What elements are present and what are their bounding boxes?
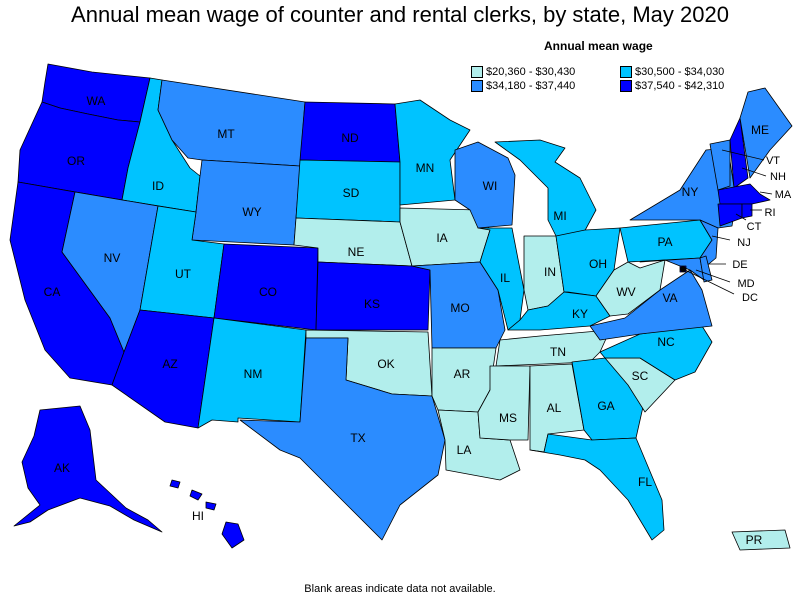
legend-label-4: $37,540 - $42,310 xyxy=(635,80,725,92)
state-ME xyxy=(739,87,793,179)
leader-NJ xyxy=(711,235,731,241)
state-DE xyxy=(699,255,713,283)
state-TX xyxy=(239,337,446,541)
legend-item-4: $37,540 - $42,310 xyxy=(620,80,724,92)
label-VT: VT xyxy=(766,155,780,167)
legend-item-2: $30,500 - $34,030 xyxy=(620,66,724,78)
label-OH: OH xyxy=(589,257,607,271)
label-MS: MS xyxy=(499,411,517,425)
state-WI xyxy=(454,141,516,229)
label-WA: WA xyxy=(87,94,106,108)
state-NH xyxy=(729,117,749,189)
label-MA: MA xyxy=(775,189,792,201)
legend-swatch-3 xyxy=(471,80,483,92)
label-CA: CA xyxy=(44,285,61,299)
label-FL: FL xyxy=(638,475,652,489)
leader-MD xyxy=(695,269,731,283)
label-IN: IN xyxy=(544,265,556,279)
label-HI: HI xyxy=(192,509,204,523)
legend-item-3: $34,180 - $37,440 xyxy=(471,80,575,92)
label-MT: MT xyxy=(217,127,235,141)
state-NM xyxy=(197,317,307,429)
legend-label-1: $20,360 - $30,430 xyxy=(486,66,576,78)
label-AL: AL xyxy=(547,401,562,415)
state-MD xyxy=(639,257,705,281)
label-NH: NH xyxy=(770,171,786,183)
leader-NH xyxy=(741,167,767,177)
label-OR: OR xyxy=(67,154,85,168)
leader-MA xyxy=(759,191,773,195)
state-WY xyxy=(191,159,301,246)
label-AK: AK xyxy=(54,461,70,475)
label-KY: KY xyxy=(572,307,588,321)
label-NM: NM xyxy=(244,367,263,381)
legend-swatch-1 xyxy=(471,66,483,78)
legend-swatch-4 xyxy=(620,80,632,92)
label-PA: PA xyxy=(657,235,672,249)
label-AR: AR xyxy=(454,367,471,381)
map-title: Annual mean wage of counter and rental c… xyxy=(71,2,729,27)
legend-label-2: $30,500 - $34,030 xyxy=(635,66,725,78)
label-AZ: AZ xyxy=(162,357,177,371)
label-IL: IL xyxy=(500,271,510,285)
label-WV: WV xyxy=(616,285,635,299)
label-MN: MN xyxy=(416,161,435,175)
state-HI xyxy=(169,479,245,549)
label-LA: LA xyxy=(457,443,472,457)
label-UT: UT xyxy=(175,267,192,281)
label-RI: RI xyxy=(765,207,776,219)
label-VA: VA xyxy=(662,291,677,305)
label-TX: TX xyxy=(350,431,365,445)
label-MD: MD xyxy=(737,278,754,290)
label-TN: TN xyxy=(550,345,566,359)
label-ME: ME xyxy=(751,123,769,137)
legend-title: Annual mean wage xyxy=(544,39,653,53)
label-MO: MO xyxy=(450,301,469,315)
label-NC: NC xyxy=(657,335,675,349)
label-ND: ND xyxy=(341,131,359,145)
label-DE: DE xyxy=(732,259,747,271)
state-labels: WA OR CA ID NV MT WY UT AZ CO NM ND SD N… xyxy=(44,94,792,547)
dc-marker xyxy=(680,266,686,272)
label-MI: MI xyxy=(553,209,566,223)
state-WV xyxy=(595,259,666,317)
label-NY: NY xyxy=(682,185,699,199)
leader-CT xyxy=(735,213,747,221)
footnote: Blank areas indicate data not available. xyxy=(304,583,496,595)
label-WY: WY xyxy=(242,205,261,219)
leader-VT xyxy=(721,149,765,161)
state-RI xyxy=(741,203,753,219)
label-NE: NE xyxy=(348,245,365,259)
label-PR: PR xyxy=(746,533,763,547)
state-FL xyxy=(529,433,665,541)
label-WI: WI xyxy=(483,179,498,193)
state-KY xyxy=(507,291,611,331)
legend-item-1: $20,360 - $30,430 xyxy=(471,66,575,78)
state-MI xyxy=(494,139,597,237)
label-CT: CT xyxy=(747,221,762,233)
state-KS xyxy=(315,261,431,331)
legend-label-3: $34,180 - $37,440 xyxy=(486,80,576,92)
label-IA: IA xyxy=(436,231,447,245)
state-AK xyxy=(13,405,163,533)
label-KS: KS xyxy=(364,297,380,311)
state-PR xyxy=(731,529,791,551)
state-VA xyxy=(589,269,713,341)
label-SC: SC xyxy=(632,369,649,383)
label-OK: OK xyxy=(377,357,394,371)
legend-swatch-2 xyxy=(620,66,632,78)
label-SD: SD xyxy=(343,186,360,200)
label-GA: GA xyxy=(597,399,614,413)
label-CO: CO xyxy=(259,285,277,299)
label-NV: NV xyxy=(104,251,121,265)
leader-DC xyxy=(682,268,735,295)
label-ID: ID xyxy=(152,179,164,193)
label-NJ: NJ xyxy=(737,237,750,249)
state-VT xyxy=(709,139,731,191)
state-MN xyxy=(394,99,471,206)
label-DC: DC xyxy=(742,292,758,304)
